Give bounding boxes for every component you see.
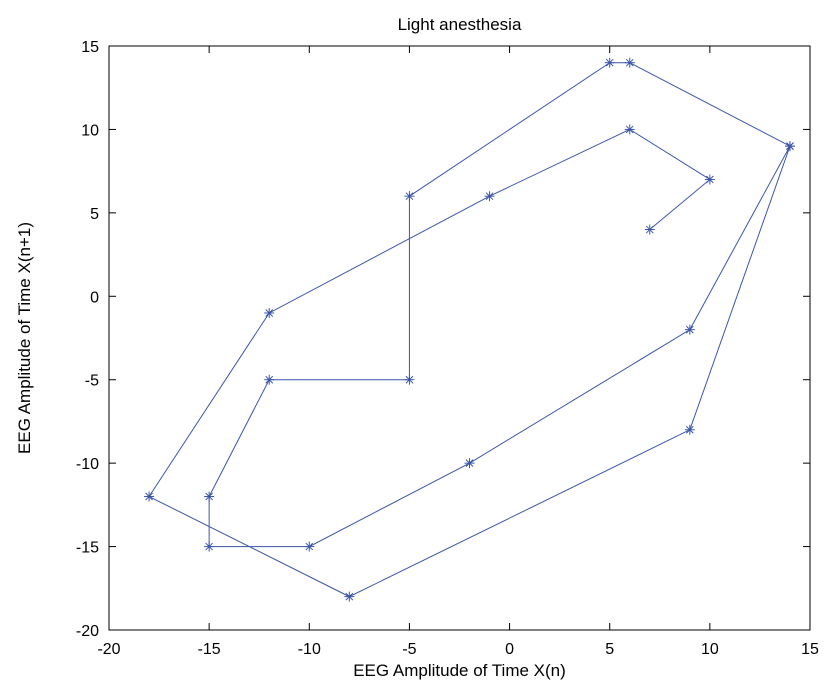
- data-point: [684, 424, 695, 435]
- y-tick-label: -15: [76, 540, 99, 557]
- y-tick-label: -5: [85, 373, 99, 390]
- plot-area: [108, 45, 811, 631]
- x-tick-label: -10: [298, 641, 321, 658]
- x-tick-label: 0: [505, 641, 514, 658]
- data-point: [144, 491, 155, 502]
- data-point: [404, 191, 415, 202]
- x-axis-label: EEG Amplitude of Time X(n): [353, 661, 566, 680]
- y-tick-label: 10: [81, 122, 99, 139]
- data-point: [464, 458, 475, 469]
- y-axis-label: EEG Amplitude of Time X(n+1): [15, 222, 34, 454]
- data-point: [704, 174, 715, 185]
- data-point: [344, 591, 355, 602]
- x-tick-label: -5: [402, 641, 416, 658]
- data-point: [304, 541, 315, 552]
- data-point: [784, 141, 795, 152]
- data-point: [404, 374, 415, 385]
- y-tick-label: -20: [76, 623, 99, 640]
- x-tick-label: -20: [97, 641, 120, 658]
- y-tick-label: 15: [81, 39, 99, 56]
- x-tick-label: 10: [701, 641, 719, 658]
- series-line: [144, 57, 795, 602]
- y-axis: -20 -15 -10 -5 0 5 10 15: [76, 39, 810, 640]
- data-point: [484, 191, 495, 202]
- y-tick-label: 5: [90, 206, 99, 223]
- data-point: [204, 491, 215, 502]
- data-point: [624, 124, 635, 135]
- y-tick-label: 0: [90, 289, 99, 306]
- data-point: [684, 324, 695, 335]
- data-point: [624, 57, 635, 68]
- x-tick-label: 15: [801, 641, 819, 658]
- chart-title: Light anesthesia: [398, 15, 522, 34]
- series-path: [148, 62, 791, 598]
- x-tick-label: -15: [198, 641, 221, 658]
- x-axis: -20 -15 -10 -5 0 5 10 15: [97, 46, 819, 658]
- data-point: [264, 374, 275, 385]
- data-point: [204, 541, 215, 552]
- x-tick-label: 5: [605, 641, 614, 658]
- y-tick-label: -10: [76, 456, 99, 473]
- data-point: [604, 57, 615, 68]
- data-point: [644, 224, 655, 235]
- data-point: [264, 307, 275, 318]
